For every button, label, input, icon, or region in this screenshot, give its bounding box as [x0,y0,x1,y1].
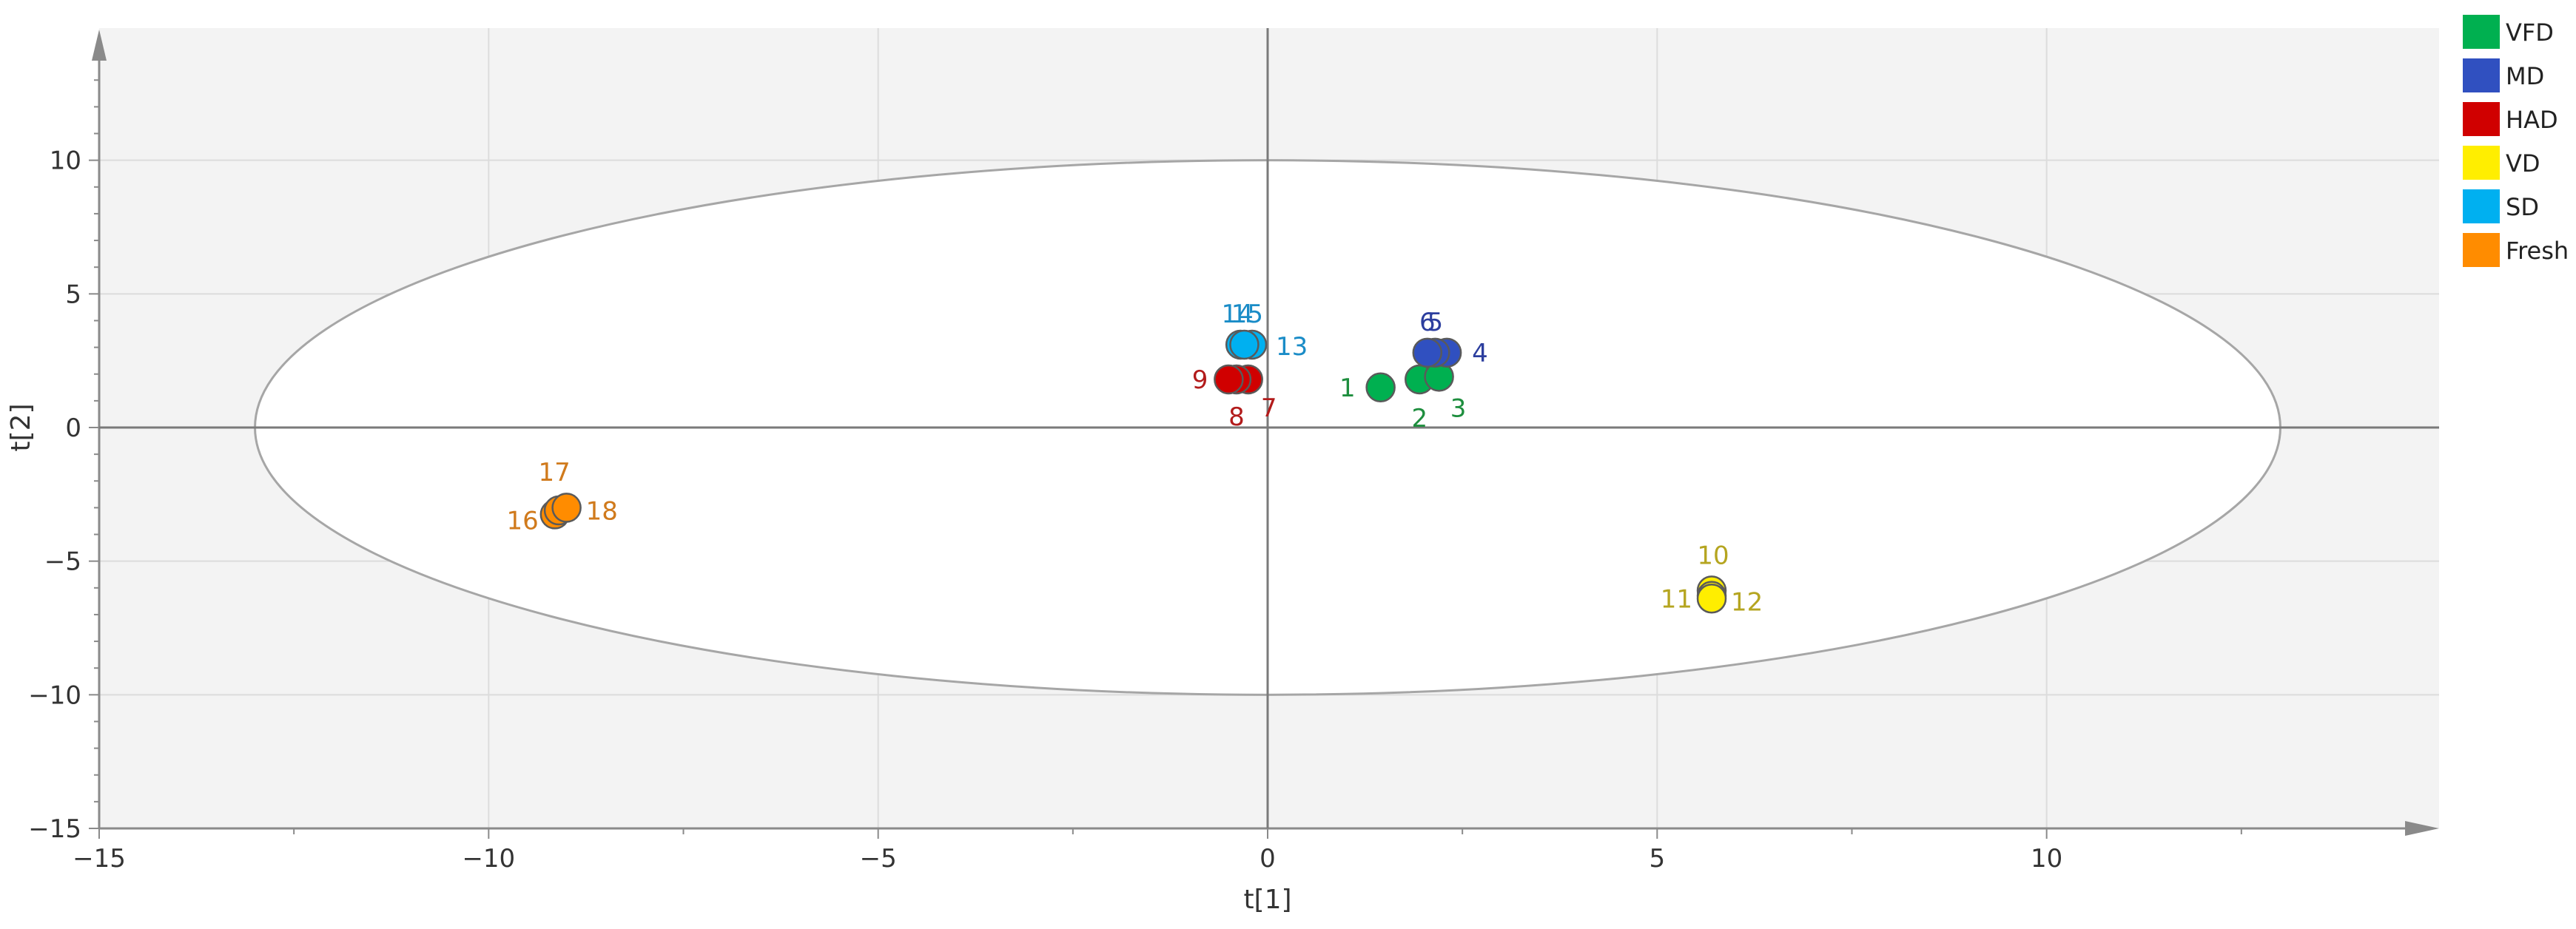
data-point-fresh-18 [551,493,582,523]
point-label-16: 16 [507,506,539,536]
y-tick-label: 10 [50,146,81,176]
point-label-8: 8 [1228,402,1245,432]
legend-swatch-had [2463,102,2500,136]
legend-label-sd: SD [2506,193,2539,221]
y-tick-label: −5 [44,547,81,577]
x-tick-label: −5 [860,844,897,874]
point-label-15: 15 [1231,300,1263,329]
point-label-10: 10 [1697,541,1729,570]
legend: VFD MD HAD VD SD Fresh [2463,15,2569,267]
y-tick-label: 0 [65,413,81,443]
legend-swatch-sd [2463,189,2500,223]
point-label-3: 3 [1450,393,1467,423]
y-tick-label: −10 [28,680,81,710]
data-point-md-6 [1412,337,1443,368]
legend-label-had: HAD [2506,106,2558,134]
point-label-6: 6 [1419,308,1436,337]
point-label-5: 5 [1427,308,1444,337]
data-point-vfd-1 [1365,372,1396,403]
legend-label-vfd: VFD [2506,18,2554,47]
point-label-11: 11 [1661,585,1692,615]
x-tick-label: 5 [1649,844,1666,874]
data-point-had-9 [1214,364,1244,395]
legend-label-vd: VD [2506,149,2540,178]
point-label-13: 13 [1276,332,1308,362]
legend-swatch-md [2463,58,2500,92]
tick-labels: −15 −10 −5 0 5 10 −15 −10 −5 0 5 10 [28,146,2062,874]
point-label-2: 2 [1411,404,1427,433]
legend-swatch-fresh [2463,233,2500,267]
axes [89,28,2439,839]
x-tick-label: −15 [73,844,126,874]
legend-swatch-vfd [2463,15,2500,49]
point-label-4: 4 [1472,339,1488,368]
y-tick-label: −15 [28,814,81,844]
legend-label-md: MD [2506,62,2544,90]
point-label-9: 9 [1192,365,1208,395]
point-label-18: 18 [586,496,618,526]
point-label-1: 1 [1339,374,1356,403]
point-label-17: 17 [538,458,570,487]
point-label-7: 7 [1261,393,1277,423]
y-axis-title: t[2] [6,403,36,451]
point-label-12: 12 [1731,587,1763,617]
x-tick-label: −10 [462,844,515,874]
legend-swatch-vd [2463,146,2500,180]
x-axis-arrow [2405,821,2439,836]
x-tick-label: 0 [1260,844,1276,874]
data-point-sd-15 [1229,329,1260,360]
data-point-vd-12 [1696,584,1727,614]
x-tick-label: 10 [2031,844,2062,874]
legend-label-fresh: Fresh [2506,237,2569,265]
x-axis-title: t[1] [1243,885,1291,915]
y-tick-label: 5 [65,280,81,309]
data-points [539,329,1727,614]
point-label-14: 14 [1222,300,1254,329]
